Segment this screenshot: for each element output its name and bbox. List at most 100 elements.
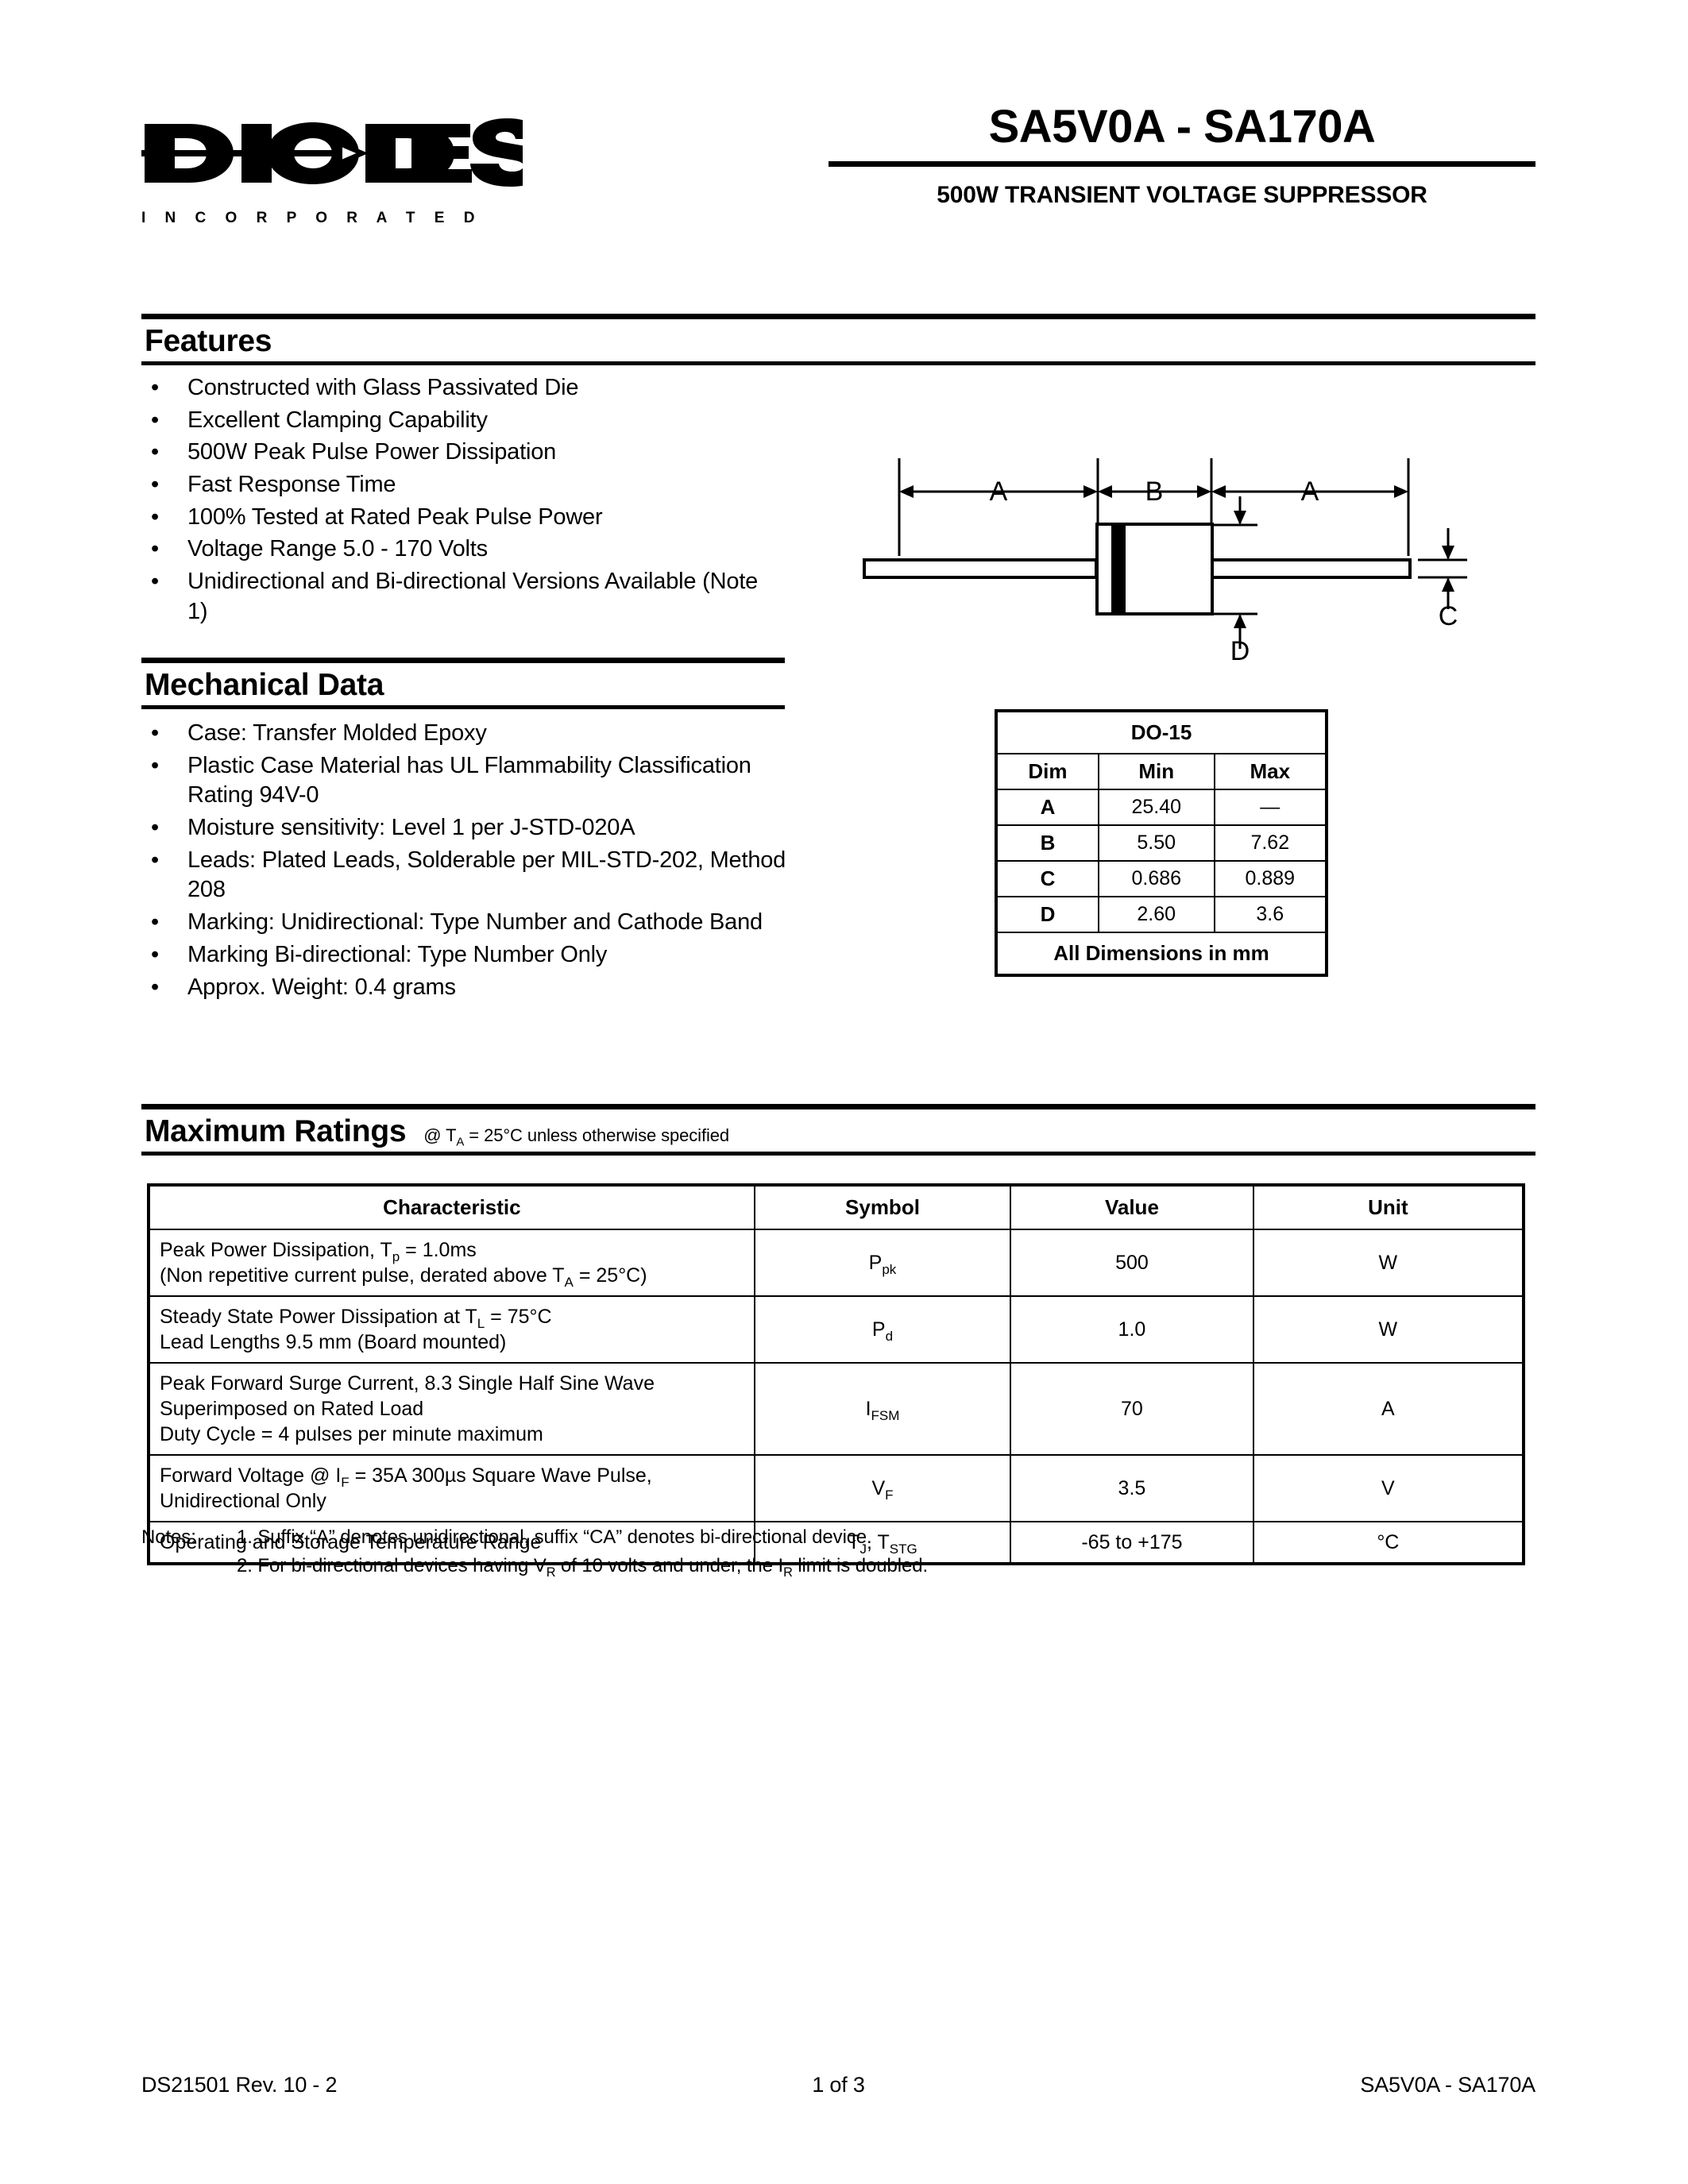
dim-max-cell: 3.6	[1213, 896, 1328, 933]
list-item: • Leads: Plated Leads, Solderable per MIL…	[141, 846, 793, 905]
diodes-logo-mark: TM	[141, 118, 523, 187]
bullet-icon: •	[151, 407, 159, 433]
dim-cell: D	[995, 896, 1099, 933]
page-footer: DS21501 Rev. 10 - 2 1 of 3 SA5V0A - SA17…	[141, 2073, 1535, 2097]
ratings-unit-cell: W	[1252, 1229, 1525, 1297]
features-heading-label: Features	[145, 324, 272, 358]
ratings-rule-bottom	[141, 1152, 1535, 1156]
mechanical-rule-bottom	[141, 705, 785, 709]
table-row: All Dimensions in mm	[995, 932, 1327, 976]
notes-label: Notes:	[141, 1526, 196, 1548]
list-item: • Marking Bi-directional: Type Number Onl…	[141, 940, 793, 970]
feature-text: Unidirectional and Bi-directional Versio…	[187, 569, 759, 624]
ratings-col-characteristic: Characteristic	[148, 1184, 755, 1230]
table-row: Steady State Power Dissipation at TL = 7…	[148, 1295, 1525, 1364]
dimension-label-b: B	[1145, 477, 1164, 507]
ratings-characteristic-cell: Peak Power Dissipation, Tp = 1.0ms (Non …	[148, 1229, 755, 1297]
dim-cell: C	[995, 860, 1099, 897]
bullet-icon: •	[151, 504, 159, 530]
mechanical-list: • Case: Transfer Molded Epoxy • Plastic Ca…	[141, 719, 793, 1005]
ratings-value-cell: 1.0	[1010, 1295, 1254, 1364]
dim-col-header: Max	[1213, 753, 1328, 790]
bullet-icon: •	[151, 815, 159, 841]
ratings-unit-cell: A	[1252, 1362, 1525, 1456]
bullet-icon: •	[151, 569, 159, 595]
bullet-icon: •	[151, 909, 159, 936]
features-rule-bottom	[141, 361, 1535, 365]
dim-min-cell: 5.50	[1097, 824, 1215, 862]
page-header: TM I N C O R P O R A T E D SA5V0A - SA17…	[141, 101, 1535, 270]
bullet-icon: •	[151, 720, 159, 746]
title-divider	[829, 160, 1535, 167]
list-item: • Approx. Weight: 0.4 grams	[141, 973, 793, 1003]
dim-table-title: DO-15	[995, 710, 1327, 754]
ratings-unit-cell: V	[1252, 1454, 1525, 1522]
ratings-rule-top	[141, 1104, 1535, 1109]
feature-text: Excellent Clamping Capability	[187, 407, 488, 433]
list-item: • Excellent Clamping Capability	[141, 406, 769, 436]
dim-table-footer: All Dimensions in mm	[995, 932, 1327, 976]
do15-package-diagram: A B A D C	[863, 458, 1467, 666]
logo-tm-mark: TM	[512, 171, 523, 184]
ratings-characteristic-cell: Operating and Storage Temperature Range	[148, 1521, 755, 1565]
ratings-value-cell: 70	[1010, 1362, 1254, 1456]
dim-cell: A	[995, 789, 1099, 826]
table-row: Operating and Storage Temperature Range …	[148, 1521, 1525, 1565]
list-item: • Plastic Case Material has UL Flammabili…	[141, 751, 793, 811]
lead-right	[1210, 558, 1412, 579]
dimension-label-a-right: A	[1301, 477, 1319, 507]
mechanical-section-heading: Mechanical Data	[141, 658, 785, 709]
cathode-band	[1111, 524, 1126, 614]
bullet-icon: •	[151, 752, 159, 778]
feature-text: Constructed with Glass Passivated Die	[187, 375, 579, 400]
dim-col-header: Dim	[995, 753, 1099, 790]
ratings-symbol-cell: Ppk	[753, 1229, 1012, 1297]
notes-block: Notes: 1. Suffix “A” denotes unidirectio…	[141, 1523, 1412, 1580]
ratings-symbol-cell: IFSM	[753, 1362, 1012, 1456]
mechanical-text: Marking: Unidirectional: Type Number and…	[187, 909, 763, 936]
dimension-label-d: D	[1230, 636, 1250, 663]
list-item: • Fast Response Time	[141, 470, 769, 500]
ratings-col-symbol: Symbol	[753, 1184, 1012, 1230]
feature-text: Voltage Range 5.0 - 170 Volts	[187, 536, 488, 562]
table-row: Peak Power Dissipation, Tp = 1.0ms (Non …	[148, 1229, 1525, 1297]
lead-left	[863, 558, 1098, 579]
ratings-unit-cell: °C	[1252, 1521, 1525, 1565]
dim-max-cell: 0.889	[1213, 860, 1328, 897]
ratings-characteristic-cell: Peak Forward Surge Current, 8.3 Single H…	[148, 1362, 755, 1456]
list-item: • 500W Peak Pulse Power Dissipation	[141, 438, 769, 468]
ratings-col-unit: Unit	[1252, 1184, 1525, 1230]
page-title: SA5V0A - SA170A	[988, 101, 1376, 152]
package-outline-drawing: A B A D C	[862, 441, 1537, 666]
bullet-icon: •	[151, 375, 159, 400]
table-row: Dim Min Max	[995, 753, 1328, 790]
ratings-unit-cell: W	[1252, 1295, 1525, 1364]
mechanical-text: Approx. Weight: 0.4 grams	[187, 974, 456, 1000]
dim-col-header: Min	[1097, 753, 1215, 790]
footer-document-id: DS21501 Rev. 10 - 2	[141, 2073, 338, 2097]
ratings-value-cell: 500	[1010, 1229, 1254, 1297]
ratings-symbol-cell: TJ, TSTG	[753, 1521, 1012, 1565]
bullet-icon: •	[151, 439, 159, 465]
ratings-symbol-cell: VF	[753, 1454, 1012, 1522]
note-item: 2. For bi-directional devices having VR …	[237, 1555, 929, 1580]
footer-part-number: SA5V0A - SA170A	[1360, 2073, 1535, 2097]
list-item: • Constructed with Glass Passivated Die	[141, 373, 769, 403]
table-row: C 0.686 0.889	[995, 860, 1328, 897]
logo-incorporated-text: I N C O R P O R A T E D	[141, 210, 482, 226]
features-section-heading: Features	[141, 314, 1535, 365]
feature-text: 100% Tested at Rated Peak Pulse Power	[187, 504, 603, 530]
ratings-symbol-cell: Pd	[753, 1295, 1012, 1364]
dimension-label-a-left: A	[990, 477, 1008, 507]
mechanical-text: Plastic Case Material has UL Flammabilit…	[187, 752, 751, 808]
list-item: • Unidirectional and Bi-directional Versi…	[141, 567, 769, 627]
mechanical-rule-top	[141, 658, 785, 663]
table-row: Peak Forward Surge Current, 8.3 Single H…	[148, 1362, 1525, 1456]
dimension-label-c: C	[1439, 601, 1458, 631]
list-item: • Case: Transfer Molded Epoxy	[141, 719, 793, 749]
dim-cell: B	[995, 824, 1099, 862]
do15-dimension-table: DO-15 Dim Min Max A 25.40 — B 5.50 7.62 …	[995, 709, 1328, 977]
mechanical-text: Marking Bi-directional: Type Number Only	[187, 941, 608, 967]
mechanical-heading-label: Mechanical Data	[145, 668, 384, 702]
max-ratings-heading-label: Maximum Ratings	[145, 1114, 407, 1148]
